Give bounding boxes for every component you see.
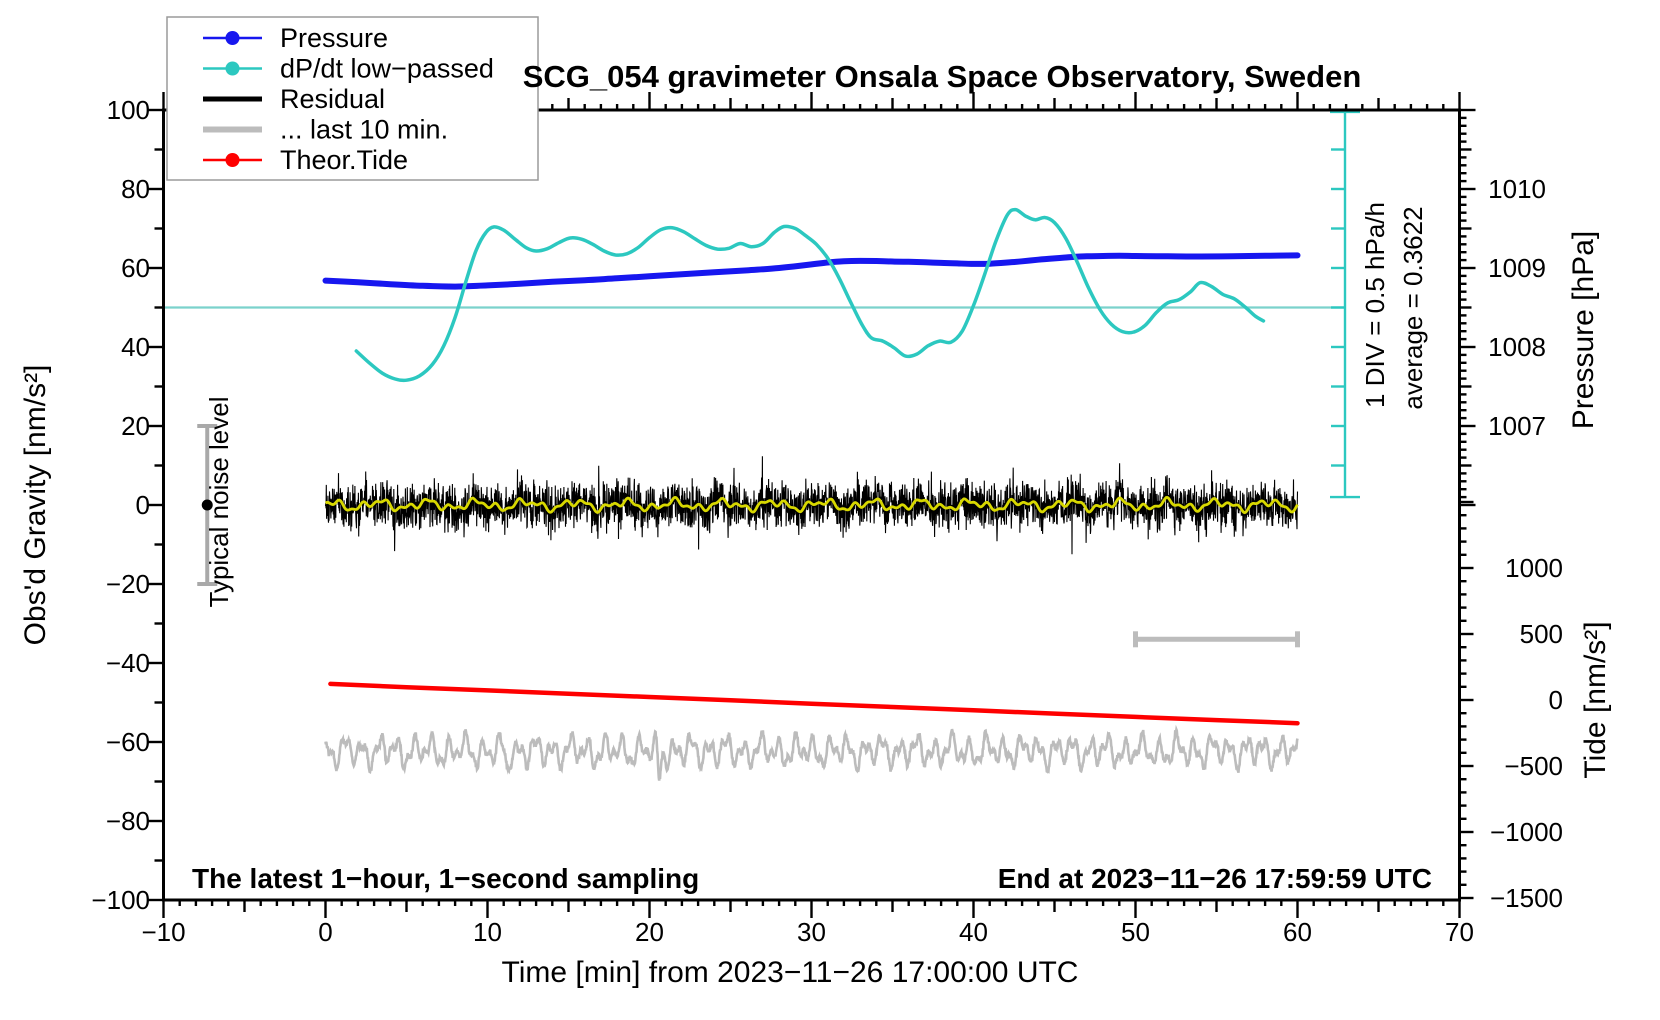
legend-sample-dot xyxy=(225,153,240,167)
legend-item-label: Residual xyxy=(280,84,385,114)
y-axis-title-pressure: Pressure [hPa] xyxy=(1567,231,1600,429)
noise-level-center-dot xyxy=(201,499,213,511)
gravity-tick-label: −100 xyxy=(91,885,150,915)
x-tick-label: 0 xyxy=(318,917,332,947)
tide-tick-label: 1000 xyxy=(1505,553,1563,583)
tide-tick-label: −1500 xyxy=(1490,883,1563,913)
end-time-note: End at 2023−11−26 17:59:59 UTC xyxy=(998,863,1432,894)
residual-noise-trace xyxy=(324,456,1299,555)
x-tick-label: 30 xyxy=(797,917,826,947)
dpdt-average-label: average = 0.3622 xyxy=(1398,206,1428,409)
pressure-tick-label: 1009 xyxy=(1488,253,1546,283)
data-curves-layer xyxy=(322,207,1301,781)
legend-sample-dot xyxy=(225,31,240,45)
dpdt-lowpassed-curve xyxy=(354,207,1266,383)
gravity-tick-label: −20 xyxy=(106,569,150,599)
legend-item: Theor.Tide xyxy=(203,145,408,175)
dpdt-div-scale-bar xyxy=(1330,110,1360,499)
tide-tick-label: −1000 xyxy=(1490,817,1563,847)
legend-item: ... last 10 min. xyxy=(203,115,448,145)
last-10-min-span-bar xyxy=(1133,631,1300,648)
legend-sample-dot xyxy=(225,61,240,76)
chart-title: SCG_054 gravimeter Onsala Space Observat… xyxy=(523,59,1362,94)
theoretical-tide-curve xyxy=(328,681,1300,726)
x-tick-label: 20 xyxy=(635,917,664,947)
gravity-tick-label: −40 xyxy=(106,648,150,678)
gravity-tick-label: 0 xyxy=(136,490,150,520)
noise-level-label: Typical noise level xyxy=(204,397,234,608)
gravity-tick-label: −60 xyxy=(106,727,150,757)
gravity-tick-label: 80 xyxy=(121,174,150,204)
pressure-tick-label: 1007 xyxy=(1488,411,1546,441)
gravity-tick-label: 100 xyxy=(107,95,150,125)
legend-item-label: ... last 10 min. xyxy=(280,115,448,145)
x-tick-label: 50 xyxy=(1121,917,1150,947)
legend-item-label: Pressure xyxy=(280,23,388,53)
pressure-curve xyxy=(322,252,1301,290)
legend-item-label: Theor.Tide xyxy=(280,145,408,175)
residual-lowpassed-trace xyxy=(325,495,1299,515)
gravity-tick-label: 40 xyxy=(121,332,150,362)
last-10-min-trace xyxy=(324,724,1299,781)
annotation-markers-layer xyxy=(197,424,1300,648)
legend-item: dP/dt low−passed xyxy=(203,54,494,84)
legend-item: Pressure xyxy=(203,23,388,53)
x-tick-label: 70 xyxy=(1445,917,1474,947)
gravity-tick-label: 60 xyxy=(121,253,150,283)
sampling-note: The latest 1−hour, 1−second sampling xyxy=(192,863,699,894)
gravity-tick-label: −80 xyxy=(106,806,150,836)
y-axis-title-tide: Tide [nm/s²] xyxy=(1579,621,1612,778)
x-axis-title-time: Time [min] from 2023−11−26 17:00:00 UTC xyxy=(502,956,1079,989)
tide-tick-label: 0 xyxy=(1549,685,1563,715)
pressure-tick-label: 1008 xyxy=(1488,332,1546,362)
x-tick-label: 60 xyxy=(1283,917,1312,947)
dpdt-reference-layer xyxy=(163,110,1360,499)
axes-frame-layer: −10 0 10 20 30 40 50 60 70−100−80−60−40−20020406… xyxy=(91,92,1563,947)
x-tick-label: 10 xyxy=(473,917,502,947)
tide-tick-label: 500 xyxy=(1520,619,1563,649)
pressure-tick-label: 1010 xyxy=(1488,174,1546,204)
gravity-tick-label: 20 xyxy=(121,411,150,441)
legend-item-label: dP/dt low−passed xyxy=(280,54,494,84)
x-tick-label: −10 xyxy=(141,917,185,947)
dpdt-div-scale-label: 1 DIV = 0.5 hPa/h xyxy=(1360,202,1390,408)
x-tick-label: 40 xyxy=(959,917,988,947)
tide-tick-label: −500 xyxy=(1504,751,1563,781)
legend-item: Residual xyxy=(203,84,385,114)
y-axis-title-gravity: Obs'd Gravity [nm/s²] xyxy=(19,365,52,646)
